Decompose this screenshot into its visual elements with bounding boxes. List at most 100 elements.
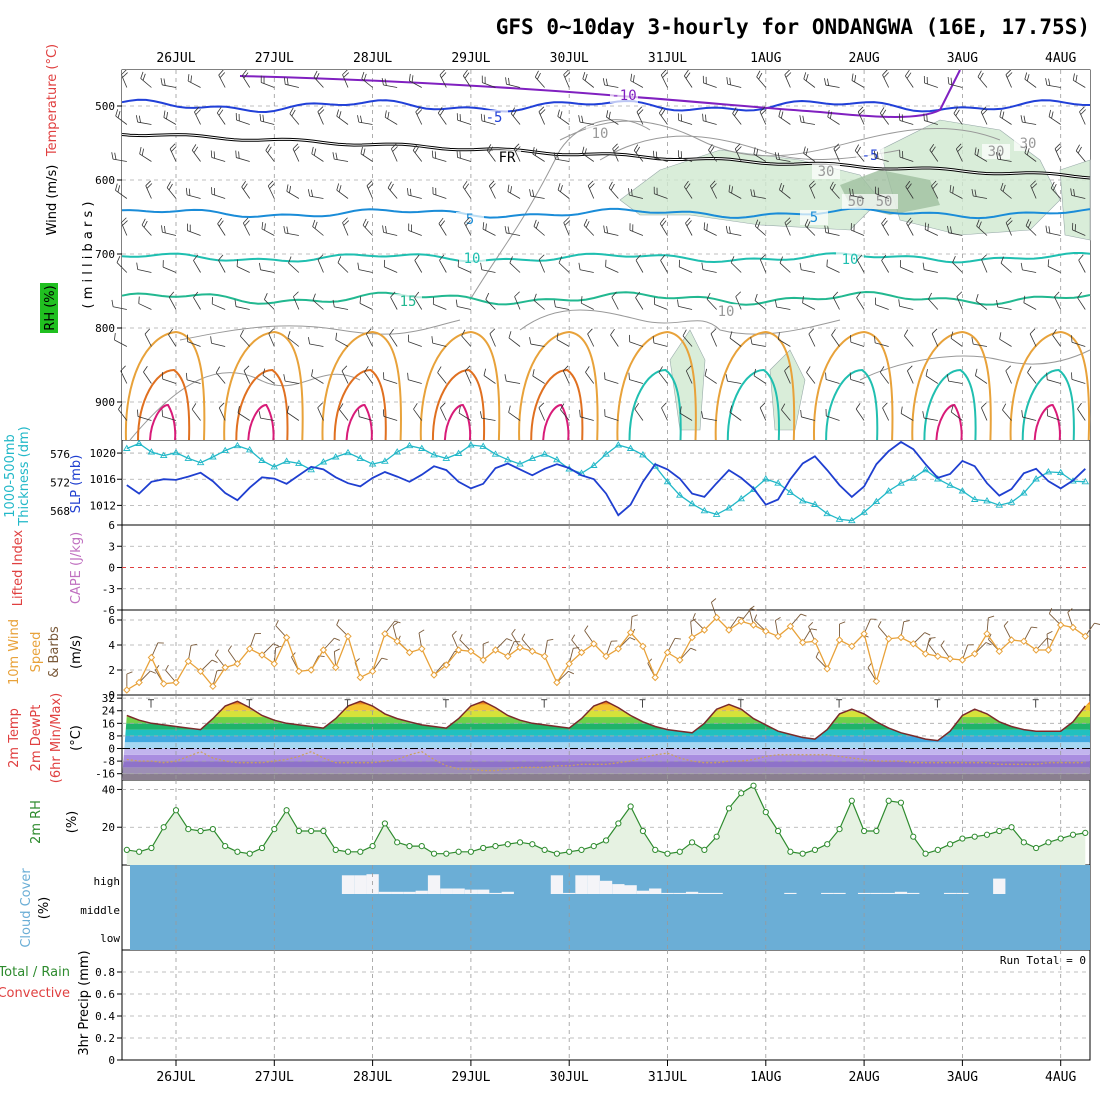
wind-barb-feather bbox=[122, 72, 128, 78]
wind-barb bbox=[162, 416, 177, 421]
wind-barb bbox=[514, 296, 521, 310]
thickness-point bbox=[245, 446, 254, 453]
wind-barb-feather bbox=[269, 183, 275, 189]
wind-barb-feather bbox=[753, 368, 756, 376]
wind-barb-feather bbox=[903, 329, 909, 336]
wind-barb-feather bbox=[582, 72, 586, 79]
wind-barb-feather bbox=[138, 296, 140, 304]
wind-barb-feather bbox=[166, 112, 168, 120]
wind-barb bbox=[950, 337, 963, 347]
wind-barb-feather bbox=[1005, 69, 1012, 75]
wind-speed-point bbox=[331, 663, 340, 672]
wind-barb-feather bbox=[362, 218, 367, 226]
wind-barb-feather bbox=[999, 152, 1002, 160]
wind-barb-feather bbox=[800, 409, 802, 417]
wind-barb-feather bbox=[584, 73, 588, 81]
rh-point bbox=[959, 835, 966, 842]
wind-barb-feather bbox=[631, 188, 633, 196]
wind-barb bbox=[955, 148, 963, 162]
wind-barb bbox=[850, 379, 865, 384]
wind-barb-feather bbox=[143, 366, 148, 373]
wind-barb-feather bbox=[461, 329, 466, 337]
cloud-level-label: low bbox=[100, 932, 120, 945]
wind-barb bbox=[1073, 79, 1086, 88]
wind-barb bbox=[703, 228, 717, 236]
wind-speed-point bbox=[479, 656, 487, 664]
wind-barb-feather bbox=[660, 254, 666, 261]
contour-label: -5 bbox=[486, 110, 503, 126]
wind-barb bbox=[200, 659, 213, 672]
rh-point bbox=[123, 846, 130, 853]
wind-barb-feather bbox=[479, 411, 483, 419]
wind-barb bbox=[241, 75, 251, 88]
wind-barb-feather bbox=[265, 144, 270, 151]
thickness-point bbox=[970, 495, 979, 502]
wind-barb bbox=[801, 269, 816, 273]
wind-barb bbox=[606, 116, 619, 125]
thickness-point bbox=[553, 455, 561, 463]
wind-barb-feather bbox=[218, 220, 224, 227]
wind-barb-feather bbox=[581, 146, 585, 154]
low-level-contour bbox=[1009, 330, 1091, 441]
wind-barb bbox=[928, 298, 939, 310]
wind-barb-feather bbox=[702, 113, 704, 121]
wind-barb-feather bbox=[1046, 372, 1048, 380]
rh-point bbox=[750, 782, 757, 789]
wind-barb-feather bbox=[334, 648, 340, 652]
rh-contour bbox=[129, 372, 361, 441]
wind-barb bbox=[337, 262, 349, 273]
wind-barb bbox=[1002, 409, 1012, 421]
high-cloud-bar bbox=[943, 892, 957, 894]
wind-barb-feather bbox=[483, 641, 489, 645]
wind-barb-feather bbox=[725, 225, 728, 233]
wind-barb-feather bbox=[286, 226, 289, 234]
wind-speed-point bbox=[319, 646, 328, 654]
wind-speed-point bbox=[590, 640, 598, 648]
wind-barb bbox=[924, 229, 938, 236]
wind-barb-feather bbox=[407, 188, 409, 196]
wind-barb bbox=[929, 149, 939, 162]
rh-point bbox=[811, 846, 819, 853]
cloud-level-label: middle bbox=[80, 904, 120, 917]
rh-point bbox=[467, 848, 474, 855]
wind-barb-feather bbox=[259, 113, 262, 122]
panel-frame-wind bbox=[121, 609, 1091, 696]
wind-barb bbox=[630, 80, 644, 88]
wind-barb-feather bbox=[907, 365, 913, 372]
slp-tick-label: 1020 bbox=[90, 447, 117, 460]
wind-barb-feather bbox=[879, 107, 885, 114]
wind-barb-feather bbox=[906, 72, 912, 79]
wind-barb-feather bbox=[160, 77, 163, 86]
rh-point bbox=[799, 850, 806, 857]
wind-barb bbox=[580, 416, 594, 421]
wind-speed-point bbox=[848, 642, 856, 651]
wind-barb bbox=[728, 191, 742, 199]
wind-barb bbox=[414, 260, 423, 273]
wind-barb bbox=[211, 193, 226, 199]
wind-barb-feather bbox=[831, 329, 836, 336]
contour-label: 15 bbox=[400, 294, 417, 310]
date-label-bottom: 28JUL bbox=[353, 1070, 392, 1085]
y-tick-label: 40 bbox=[102, 783, 115, 796]
wind-barb-feather bbox=[950, 226, 953, 234]
wind-barb-feather bbox=[1046, 637, 1053, 641]
wind-barb-feather bbox=[485, 223, 487, 231]
wind-barb bbox=[235, 306, 250, 310]
wind-barb-feather bbox=[382, 225, 384, 233]
wind-barb-feather bbox=[753, 189, 756, 197]
wind-barb-feather bbox=[608, 111, 611, 119]
contour-label-bg bbox=[610, 88, 638, 103]
wind-barb bbox=[214, 654, 226, 668]
temp-band bbox=[122, 748, 1090, 755]
wind-barb-feather bbox=[343, 220, 350, 226]
rh-point bbox=[492, 843, 499, 850]
rh-point bbox=[185, 826, 192, 833]
wind-speed-point bbox=[614, 645, 623, 653]
wind-barb bbox=[604, 415, 619, 421]
wind-speed-point bbox=[651, 673, 659, 682]
wind-barb bbox=[685, 222, 693, 236]
low-level-contour bbox=[923, 368, 977, 441]
thickness-point bbox=[258, 456, 266, 463]
wind-speed-point bbox=[467, 647, 475, 656]
wind-barb-feather bbox=[227, 645, 232, 651]
